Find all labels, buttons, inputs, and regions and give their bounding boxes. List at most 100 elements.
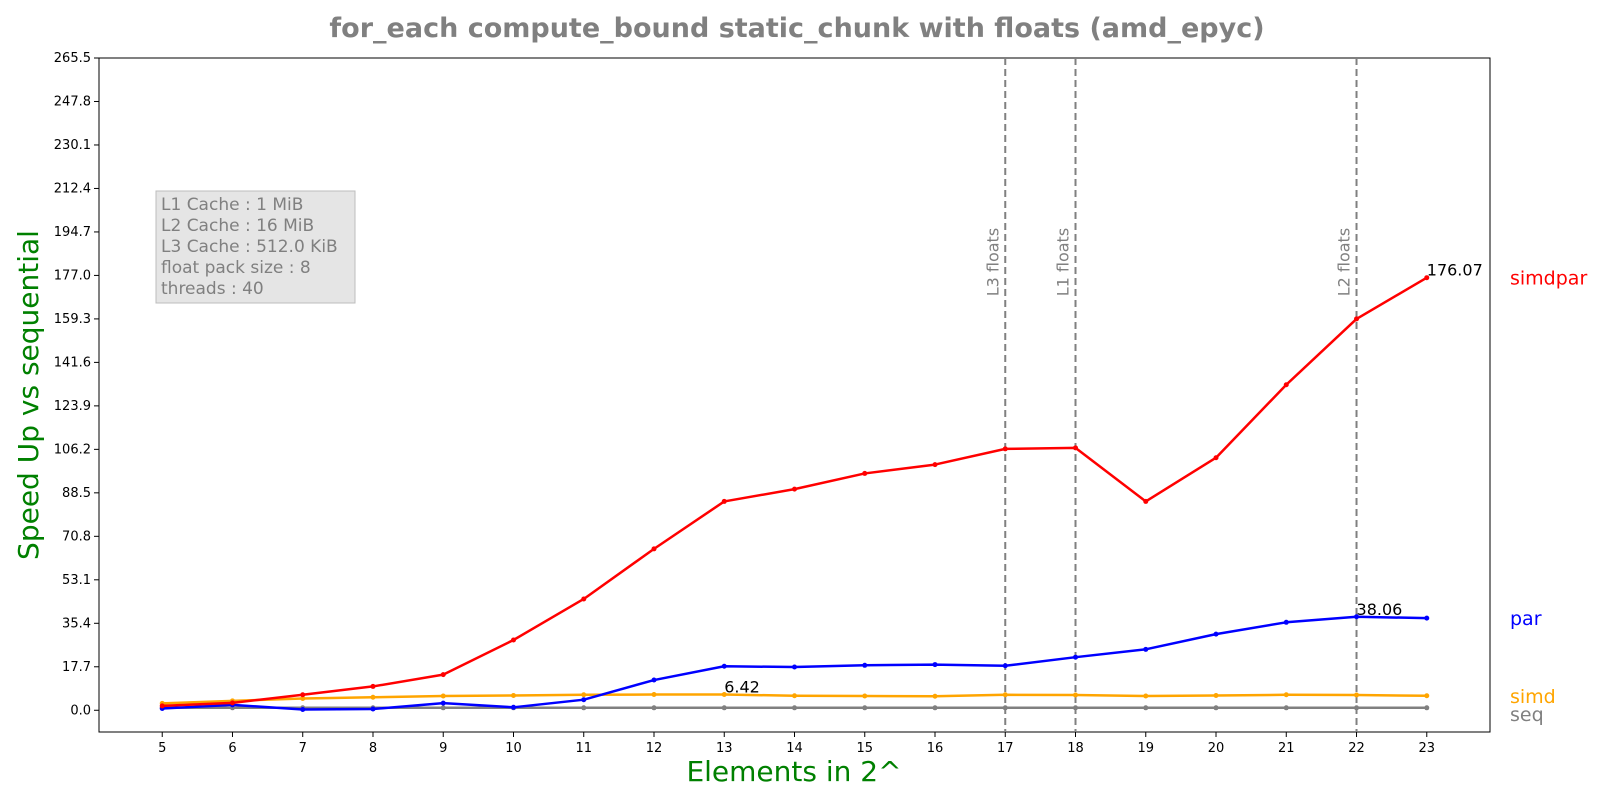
data-point-simdpar bbox=[1143, 498, 1149, 504]
x-tick-label: 5 bbox=[158, 741, 166, 756]
data-point-simdpar bbox=[862, 470, 868, 476]
cache-line-label: L1 floats bbox=[1054, 228, 1073, 296]
data-point-seq bbox=[721, 705, 727, 711]
series-line-simdpar bbox=[162, 276, 1428, 708]
plot-area bbox=[98, 57, 1491, 733]
data-point-simd bbox=[510, 693, 516, 699]
data-point-simdpar bbox=[1424, 275, 1430, 281]
info-box-background bbox=[155, 190, 356, 304]
data-point-par bbox=[721, 663, 727, 669]
data-point-par bbox=[1002, 663, 1008, 669]
data-point-seq bbox=[1143, 705, 1149, 711]
chart-title: for_each compute_bound static_chunk with… bbox=[329, 13, 1264, 44]
x-tick-label: 14 bbox=[786, 741, 803, 756]
x-tick-label: 21 bbox=[1278, 741, 1295, 756]
data-point-seq bbox=[932, 705, 938, 711]
data-point-par bbox=[581, 697, 587, 703]
data-point-seq bbox=[1424, 705, 1430, 711]
data-point-simd bbox=[651, 692, 657, 698]
data-point-par bbox=[1283, 619, 1289, 625]
info-line: L2 Cache : 16 MiB bbox=[161, 216, 314, 236]
data-point-par bbox=[510, 704, 516, 710]
data-point-seq bbox=[651, 705, 657, 711]
x-tick-label: 9 bbox=[439, 741, 447, 756]
data-point-seq bbox=[1354, 705, 1360, 711]
y-tick-label: 230.1 bbox=[54, 138, 91, 153]
data-point-simdpar bbox=[159, 703, 165, 709]
x-tick-label: 7 bbox=[299, 741, 307, 756]
info-line: float pack size : 8 bbox=[161, 258, 311, 278]
x-tick-label: 10 bbox=[505, 741, 522, 756]
series-name-simdpar: simdpar bbox=[1510, 268, 1587, 290]
data-point-simdpar bbox=[1213, 455, 1219, 461]
data-point-simd bbox=[792, 693, 797, 699]
x-tick-label: 17 bbox=[997, 741, 1014, 756]
series-name-par: par bbox=[1510, 608, 1542, 630]
y-axis: 0.0 17.7 35.4 53.1 70.8 88.5 106.2 123.9 141.6 15… bbox=[54, 51, 99, 718]
y-tick-label: 141.6 bbox=[54, 355, 91, 370]
data-point-simdpar bbox=[1073, 445, 1079, 451]
y-tick-label: 106.2 bbox=[54, 442, 91, 457]
data-point-simdpar bbox=[300, 692, 306, 698]
data-point-simd bbox=[581, 692, 587, 698]
data-point-seq bbox=[1002, 705, 1008, 711]
x-tick-label: 23 bbox=[1418, 741, 1435, 756]
data-point-simdpar bbox=[1002, 446, 1008, 452]
data-point-simdpar bbox=[651, 546, 657, 552]
x-tick-label: 22 bbox=[1348, 741, 1365, 756]
data-point-simdpar bbox=[721, 498, 727, 504]
data-point-simdpar bbox=[229, 700, 235, 706]
series-par bbox=[159, 614, 1430, 713]
data-point-simd bbox=[1213, 693, 1219, 699]
data-point-par bbox=[370, 706, 376, 712]
x-axis: 5 6 7 8 9 10 11 12 13 14 15 16 17 18 19 20 21 22 23 bbox=[158, 732, 1435, 756]
data-point-seq bbox=[862, 705, 868, 711]
y-tick-label: 123.9 bbox=[54, 399, 91, 414]
data-point-simd bbox=[1002, 692, 1008, 698]
data-point-par bbox=[792, 664, 797, 670]
y-axis-label: Speed Up vs sequential bbox=[12, 230, 45, 560]
cache-boundary-lines: L3 floats L1 floats L2 floats bbox=[983, 58, 1358, 732]
y-tick-label: 194.7 bbox=[54, 225, 91, 240]
x-tick-label: 19 bbox=[1137, 741, 1154, 756]
y-tick-label: 70.8 bbox=[62, 529, 91, 544]
data-point-par bbox=[651, 677, 657, 683]
data-point-par bbox=[1424, 615, 1430, 621]
x-tick-label: 8 bbox=[369, 741, 377, 756]
data-point-simd bbox=[932, 693, 938, 699]
data-point-seq bbox=[1213, 705, 1219, 711]
data-point-simdpar bbox=[1283, 382, 1289, 388]
data-point-seq bbox=[792, 705, 797, 711]
x-tick-label: 15 bbox=[856, 741, 873, 756]
y-tick-label: 212.4 bbox=[54, 181, 91, 196]
info-line: L1 Cache : 1 MiB bbox=[161, 195, 303, 215]
y-tick-label: 35.4 bbox=[62, 616, 91, 631]
data-point-par bbox=[1073, 654, 1079, 660]
data-point-simdpar bbox=[440, 672, 446, 678]
series-simdpar bbox=[159, 275, 1430, 709]
data-point-simd bbox=[440, 693, 446, 699]
series-name-seq: seq bbox=[1510, 704, 1544, 726]
series-name-simd: simd bbox=[1510, 686, 1556, 708]
x-tick-label: 20 bbox=[1208, 741, 1225, 756]
data-point-simd bbox=[300, 695, 306, 701]
x-tick-label: 18 bbox=[1067, 741, 1084, 756]
data-point-par bbox=[862, 662, 868, 668]
y-tick-label: 247.8 bbox=[54, 94, 91, 109]
data-point-seq bbox=[581, 705, 587, 711]
y-tick-label: 0.0 bbox=[70, 703, 91, 718]
series-lines bbox=[159, 275, 1430, 713]
data-point-simdpar bbox=[370, 683, 376, 689]
x-tick-label: 16 bbox=[927, 741, 944, 756]
y-tick-label: 265.5 bbox=[54, 51, 91, 66]
data-point-simd bbox=[1143, 693, 1149, 699]
x-tick-label: 6 bbox=[228, 741, 236, 756]
x-tick-label: 12 bbox=[646, 741, 663, 756]
data-point-seq bbox=[1283, 705, 1289, 711]
data-label-simd: 6.42 bbox=[724, 677, 760, 696]
data-point-par bbox=[932, 662, 938, 668]
x-tick-label: 11 bbox=[575, 741, 592, 756]
